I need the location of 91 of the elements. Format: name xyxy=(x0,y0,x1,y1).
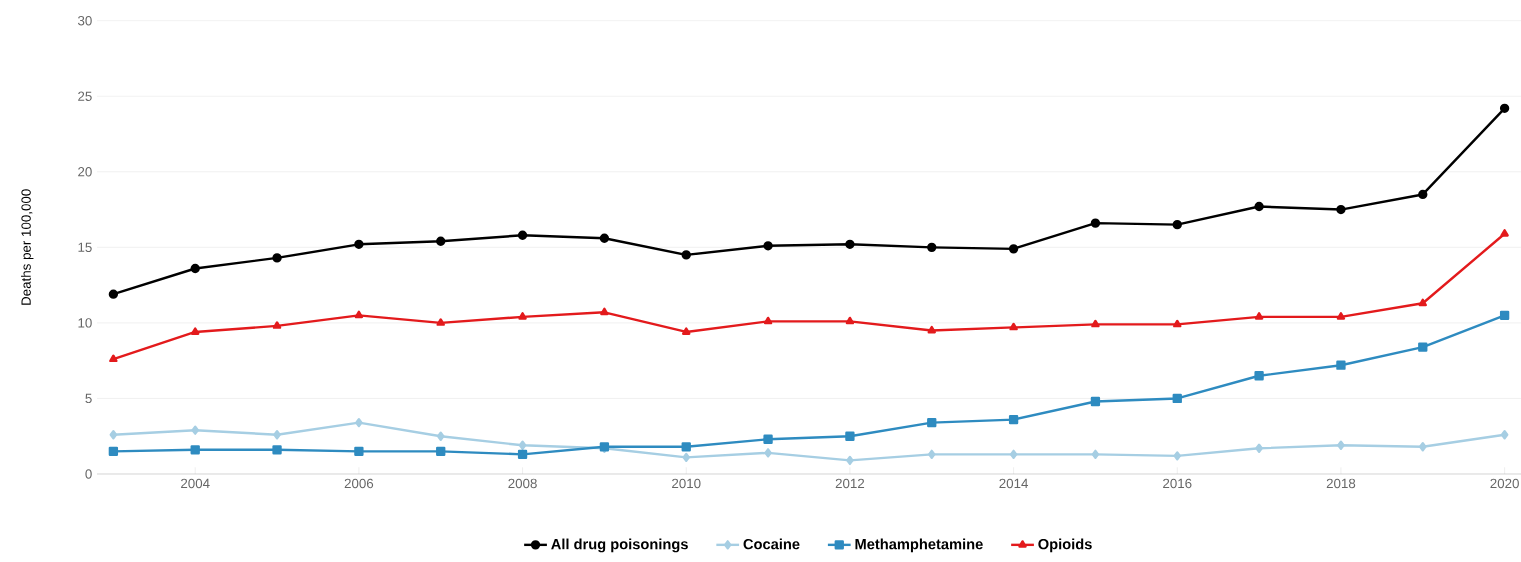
point xyxy=(355,417,363,428)
point xyxy=(1336,312,1346,320)
point xyxy=(272,445,282,455)
point xyxy=(1090,218,1101,228)
y-tick-label: 25 xyxy=(78,91,92,101)
point xyxy=(1418,189,1428,200)
point xyxy=(845,239,855,249)
point xyxy=(190,445,200,455)
point xyxy=(1091,319,1100,328)
point xyxy=(764,448,772,458)
point xyxy=(436,446,446,456)
y-tick-label: 20 xyxy=(78,167,92,177)
x-tick-label: 2014 xyxy=(999,478,1029,489)
point xyxy=(1009,449,1018,460)
point xyxy=(1499,103,1510,113)
x-tick-label: 2004 xyxy=(181,478,210,489)
point xyxy=(682,327,691,335)
legend-label: All drug poisonings xyxy=(551,538,688,553)
point xyxy=(927,417,937,428)
x-tick-label: 2010 xyxy=(672,478,701,489)
point xyxy=(272,253,282,263)
legend-label: Opioids xyxy=(1038,538,1092,553)
point xyxy=(927,242,937,252)
point xyxy=(599,233,610,243)
point xyxy=(191,425,200,435)
point xyxy=(681,250,691,260)
point xyxy=(682,452,691,463)
x-tick-label: 2008 xyxy=(508,478,537,489)
point xyxy=(436,318,445,326)
point xyxy=(1255,443,1263,453)
y-tick-label: 10 xyxy=(78,318,92,328)
point xyxy=(272,321,282,329)
point xyxy=(927,325,936,334)
point xyxy=(1336,204,1346,215)
x-tick-label: 2006 xyxy=(344,478,374,489)
point xyxy=(1254,312,1264,320)
x-tick-label: 2020 xyxy=(1490,478,1519,489)
point xyxy=(517,230,528,240)
point xyxy=(1091,449,1100,460)
point xyxy=(1500,430,1509,440)
point xyxy=(436,236,446,246)
legend-label: Cocaine xyxy=(743,538,800,550)
point xyxy=(1418,442,1427,452)
point xyxy=(1254,201,1264,212)
point xyxy=(190,263,200,274)
point xyxy=(1336,360,1346,370)
point xyxy=(1499,310,1510,320)
point xyxy=(1008,244,1019,254)
point xyxy=(273,430,281,440)
point xyxy=(109,354,118,363)
point xyxy=(354,239,364,249)
point xyxy=(1173,451,1182,461)
point xyxy=(436,431,445,441)
point xyxy=(846,455,854,466)
point xyxy=(1172,393,1182,404)
point xyxy=(845,431,855,441)
x-tick-label: 2016 xyxy=(1163,478,1192,489)
point xyxy=(108,289,119,299)
point xyxy=(763,316,773,325)
point xyxy=(1418,342,1428,352)
point xyxy=(927,449,936,460)
point xyxy=(1172,220,1182,230)
point xyxy=(1254,371,1264,381)
point xyxy=(518,312,527,320)
y-axis-title: Deaths per 100,000 xyxy=(21,189,34,305)
y-tick-label: 15 xyxy=(78,242,92,252)
y-tick-label: 30 xyxy=(77,15,92,26)
legend-label: Methamphetamine xyxy=(855,538,983,553)
point xyxy=(354,446,364,456)
point xyxy=(1173,319,1182,328)
point xyxy=(354,310,364,319)
point xyxy=(681,442,691,452)
point xyxy=(1500,229,1509,237)
point xyxy=(109,430,118,440)
point xyxy=(1008,414,1019,425)
point xyxy=(108,446,119,456)
y-tick-label: 0 xyxy=(85,469,92,479)
x-tick-label: 2018 xyxy=(1326,478,1356,489)
point xyxy=(517,449,528,460)
point xyxy=(763,434,773,444)
point xyxy=(1418,298,1427,307)
point xyxy=(518,440,527,450)
point xyxy=(845,316,855,325)
point xyxy=(1337,440,1345,450)
point xyxy=(763,241,773,251)
point xyxy=(600,307,609,316)
point xyxy=(1009,322,1018,331)
point xyxy=(191,327,200,335)
y-tick-label: 5 xyxy=(85,393,92,404)
point xyxy=(1090,396,1101,407)
x-tick-label: 2012 xyxy=(835,478,865,489)
